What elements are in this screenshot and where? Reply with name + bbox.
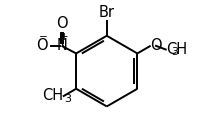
Text: 3: 3 [64,94,71,104]
Text: N: N [57,38,68,53]
Text: +: + [60,32,69,42]
Text: 3: 3 [171,47,178,57]
Text: O: O [56,16,68,31]
Text: CH: CH [42,88,63,103]
Text: −: − [39,32,48,42]
Text: CH: CH [166,42,187,57]
Text: O: O [150,38,162,53]
Text: O: O [37,38,48,53]
Text: Br: Br [99,5,115,20]
